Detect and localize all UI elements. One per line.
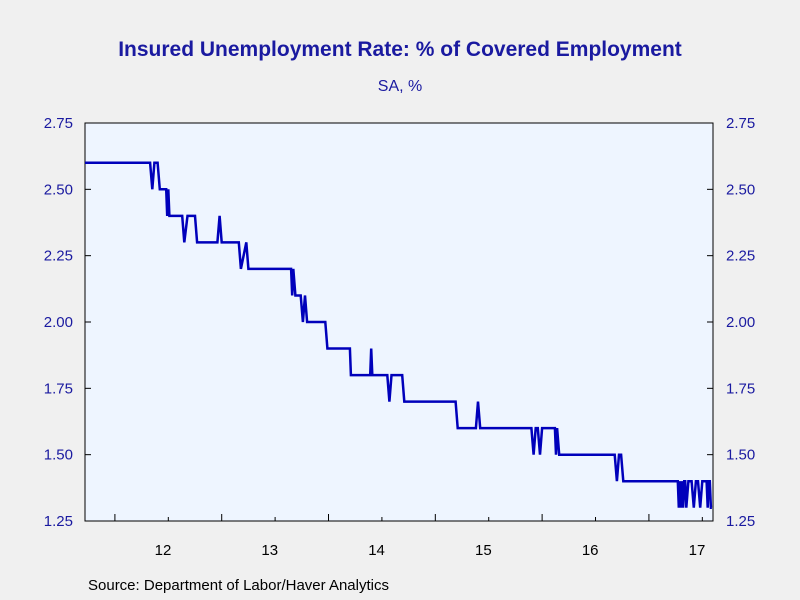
y-tick-label-left: 2.00 <box>44 314 73 331</box>
series-line <box>85 161 713 509</box>
y-tick-label-right: 2.75 <box>726 115 755 132</box>
x-tick-label: 16 <box>582 542 599 559</box>
x-tick-label: 13 <box>261 542 278 559</box>
y-tick-label-left: 2.50 <box>44 181 73 198</box>
source-note: Source: Department of Labor/Haver Analyt… <box>88 577 389 594</box>
x-tick-label: 17 <box>689 542 706 559</box>
y-tick-label-right: 2.50 <box>726 181 755 198</box>
y-tick-label-left: 2.75 <box>44 115 73 132</box>
x-tick-label: 15 <box>475 542 492 559</box>
y-tick-label-left: 2.25 <box>44 248 73 265</box>
y-tick-label-left: 1.75 <box>44 380 73 397</box>
y-tick-label-right: 2.00 <box>726 314 755 331</box>
y-tick-label-right: 1.25 <box>726 513 755 530</box>
chart-subtitle: SA, % <box>377 78 423 95</box>
x-tick-label: 12 <box>155 542 172 559</box>
y-tick-label-right: 2.25 <box>726 248 755 265</box>
y-tick-label-left: 1.25 <box>44 513 73 530</box>
y-tick-label-right: 1.50 <box>726 447 755 464</box>
x-tick-label: 14 <box>368 542 385 559</box>
y-tick-label-left: 1.50 <box>44 447 73 464</box>
chart-title: Insured Unemployment Rate: % of Covered … <box>118 38 682 61</box>
y-tick-label-right: 1.75 <box>726 380 755 397</box>
